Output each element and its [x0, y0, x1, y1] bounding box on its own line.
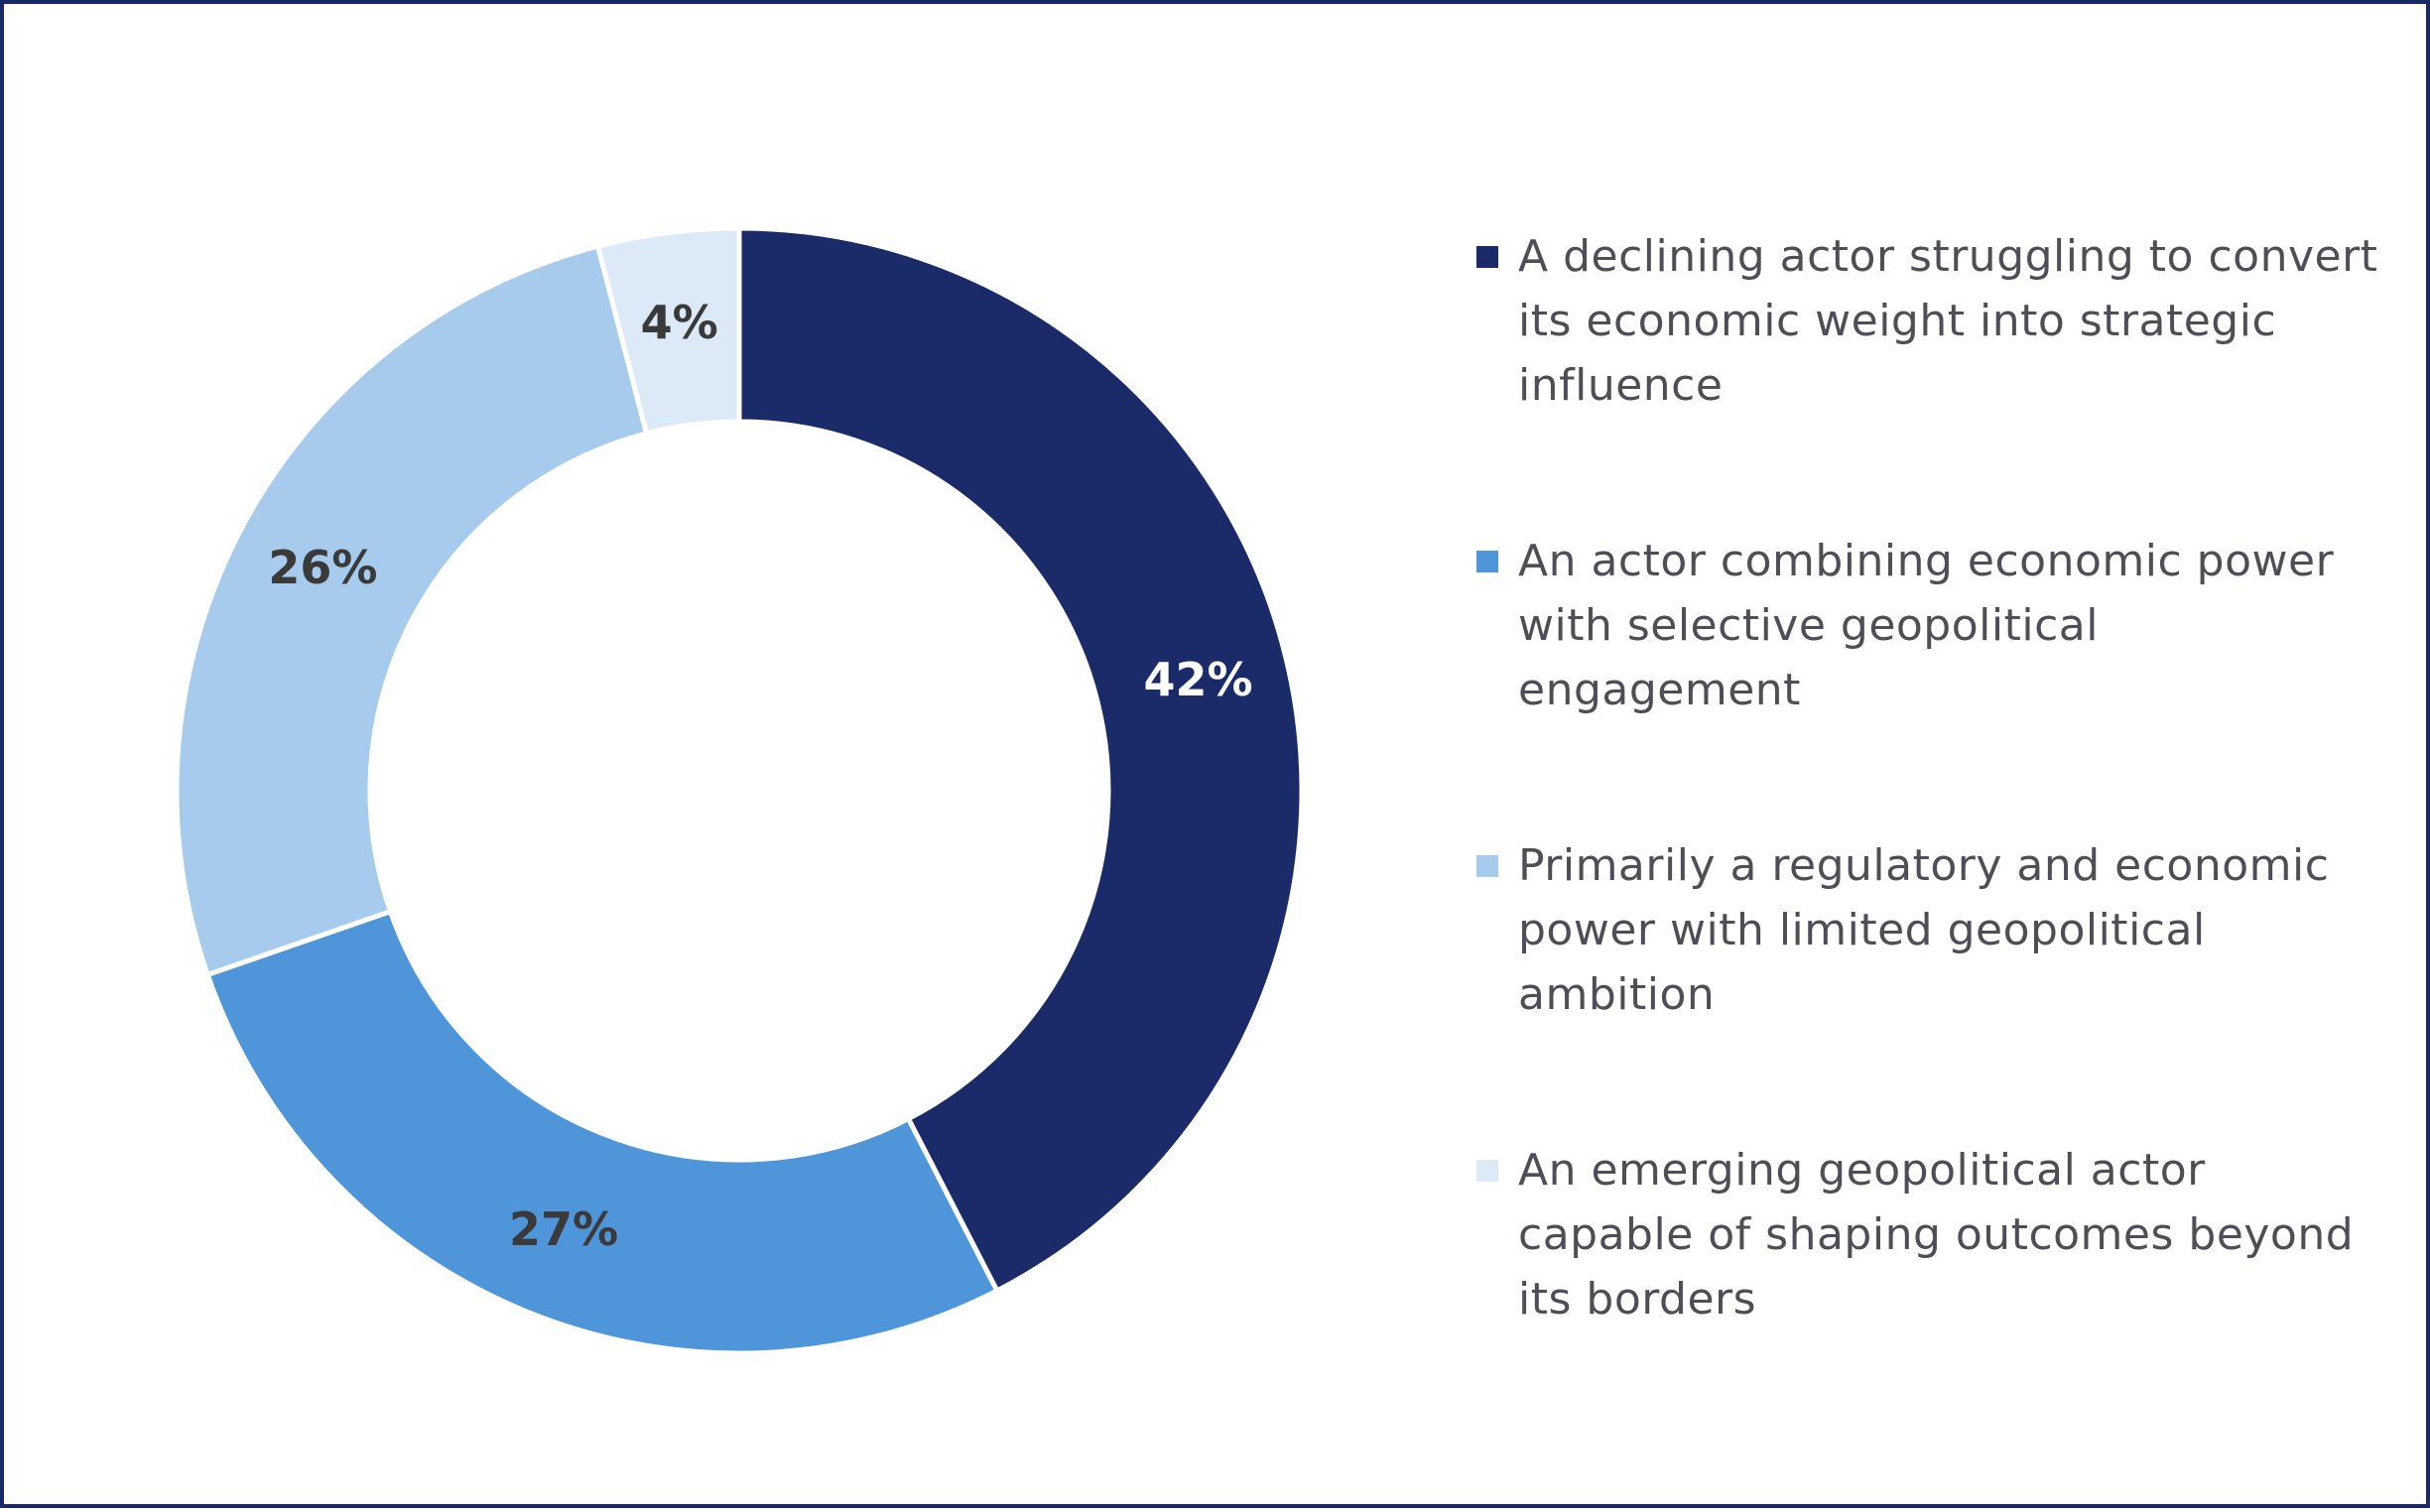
legend-label: A declining actor struggling to convert …: [1518, 231, 2378, 411]
legend-swatch: [1476, 1160, 1498, 1182]
donut-slice: [736, 225, 1305, 1295]
donut-slices: [174, 225, 1305, 1356]
legend-item: An emerging geopolitical actor capable o…: [1476, 1138, 2409, 1443]
legend-item: An actor combining economic power with s…: [1476, 529, 2409, 833]
donut-chart: 42% 27% 26% 4%: [174, 225, 1305, 1356]
donut-slice: [204, 908, 1001, 1356]
slice-data-label: 27%: [509, 1202, 618, 1256]
legend-label: Primarily a regulatory and economic powe…: [1518, 840, 2330, 1020]
donut-labels: 42% 27% 26% 4%: [268, 296, 1252, 1256]
slice-data-label: 26%: [268, 541, 377, 594]
legend-item: Primarily a regulatory and economic powe…: [1476, 833, 2409, 1138]
legend-swatch: [1476, 551, 1498, 572]
legend-swatch: [1476, 246, 1498, 268]
legend-label: An emerging geopolitical actor capable o…: [1518, 1145, 2355, 1324]
slice-data-label: 42%: [1144, 653, 1253, 706]
chart-legend: A declining actor struggling to convert …: [1476, 224, 2409, 1443]
donut-slice: [174, 243, 650, 978]
legend-swatch: [1476, 855, 1498, 877]
donut-slice: [594, 225, 742, 437]
slice-data-label: 4%: [641, 296, 718, 349]
legend-item: A declining actor struggling to convert …: [1476, 224, 2409, 529]
legend-label: An actor combining economic power with s…: [1518, 536, 2335, 715]
